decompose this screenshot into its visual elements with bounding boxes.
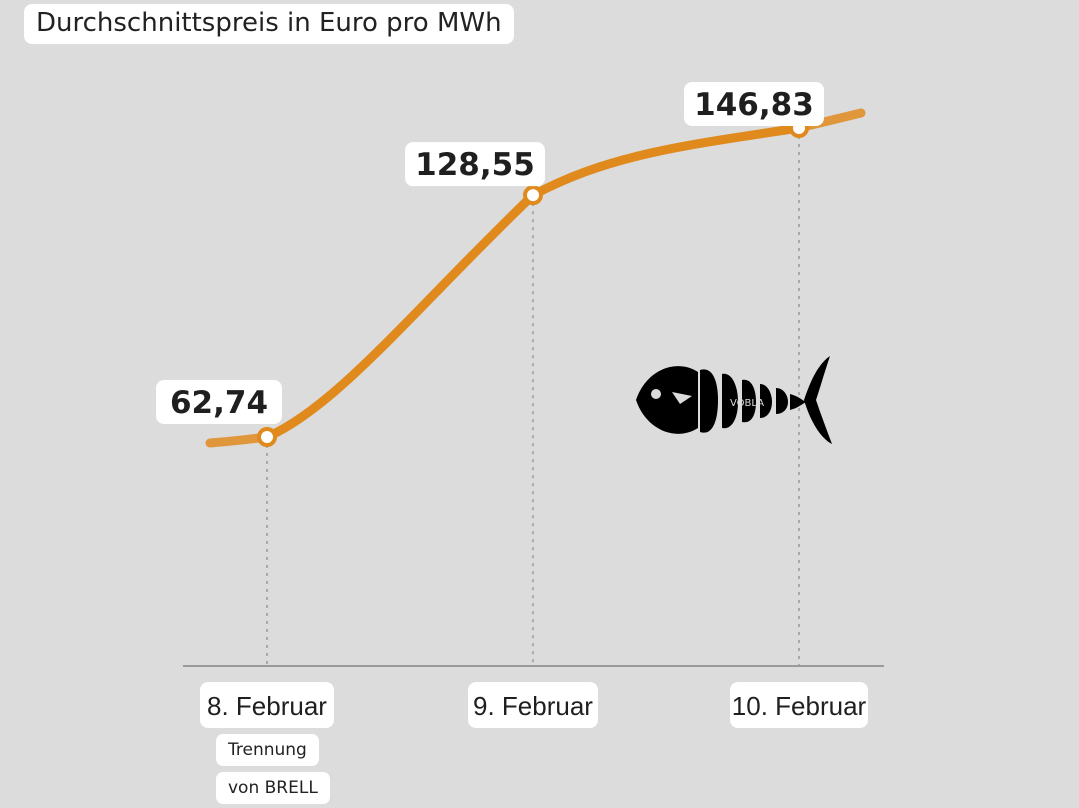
tick-label: 8. Februar — [207, 691, 327, 721]
tick-label: 10. Februar — [732, 691, 867, 721]
value-label-box — [684, 82, 824, 126]
fish-logo-icon: VOBLA — [636, 356, 832, 444]
value-label: 62,74 — [170, 385, 268, 421]
value-label-box — [156, 380, 282, 424]
data-point — [257, 427, 277, 447]
fish-logo-text: VOBLA — [730, 398, 764, 409]
tick-label-box — [730, 682, 868, 728]
tick-label-box — [200, 682, 334, 728]
data-point — [523, 185, 543, 206]
annotation-line-2: von BRELL — [216, 772, 330, 804]
tick-label-box — [468, 682, 598, 728]
chart-title: Durchschnittspreis in Euro pro MWh — [24, 4, 514, 44]
tick-label: 9. Februar — [473, 691, 593, 721]
value-label: 146,83 — [694, 87, 814, 123]
value-label: 128,55 — [415, 147, 535, 183]
value-label-box — [405, 142, 545, 187]
annotation-line-1: Trennung — [216, 734, 319, 766]
series-line — [262, 123, 804, 442]
